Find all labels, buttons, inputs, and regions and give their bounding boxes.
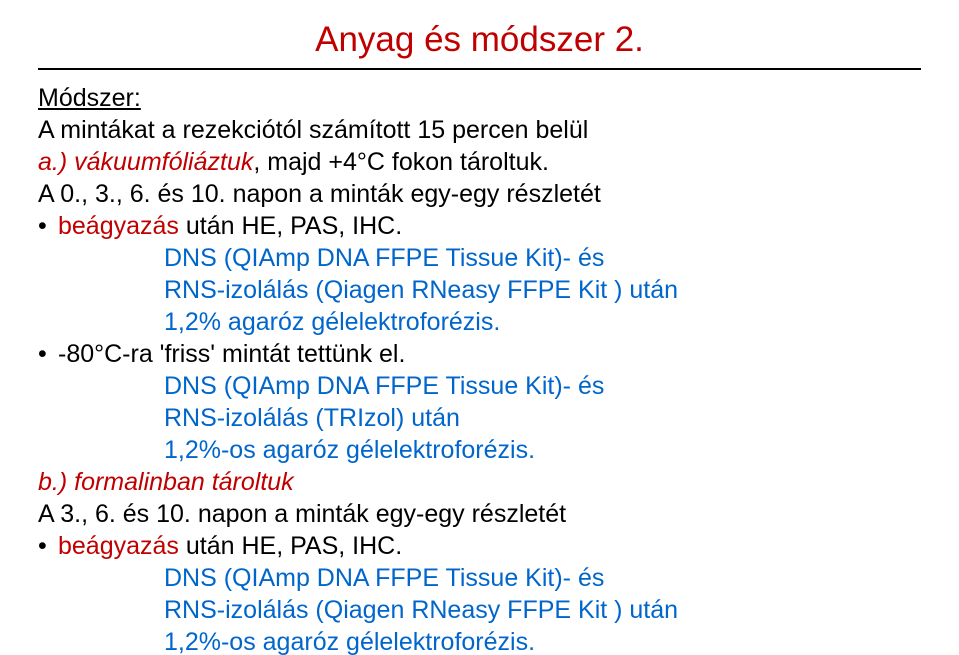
- method-a-rest: , majd +4°C fokon tároltuk.: [253, 148, 549, 176]
- sub-line: DNS (QIAmp DNA FFPE Tissue Kit)- és: [164, 242, 921, 274]
- paragraph-line: a.) vákuumfóliáztuk, majd +4°C fokon tár…: [38, 146, 921, 178]
- method-a-label: a.) vákuumfóliáztuk: [38, 148, 253, 176]
- sub-line: DNS (QIAmp DNA FFPE Tissue Kit)- és: [164, 562, 921, 594]
- slide: Anyag és módszer 2. Módszer: A mintákat …: [0, 0, 959, 655]
- bullet-text: beágyazás után HE, PAS, IHC.: [58, 530, 402, 562]
- bullet-highlight: beágyazás: [58, 532, 179, 560]
- sub-line: RNS-izolálás (TRIzol) után: [164, 402, 921, 434]
- bullet-text: -80°C-ra 'friss' mintát tettünk el.: [58, 338, 405, 370]
- bullet-dot-icon: •: [38, 210, 58, 242]
- bullet-item: • beágyazás után HE, PAS, IHC.: [38, 530, 921, 562]
- sub-line: RNS-izolálás (Qiagen RNeasy FFPE Kit ) u…: [164, 274, 921, 306]
- paragraph-line: A 0., 3., 6. és 10. napon a minták egy-e…: [38, 178, 921, 210]
- sub-line: 1,2% agaróz gélelektroforézis.: [164, 306, 921, 338]
- sub-line: RNS-izolálás (Qiagen RNeasy FFPE Kit ) u…: [164, 594, 921, 626]
- method-b-label: b.) formalinban tároltuk: [38, 466, 921, 498]
- title-row: Anyag és módszer 2.: [38, 20, 921, 60]
- paragraph-line: A mintákat a rezekciótól számított 15 pe…: [38, 114, 921, 146]
- bullet-highlight: beágyazás: [58, 212, 179, 240]
- sub-block: DNS (QIAmp DNA FFPE Tissue Kit)- és RNS-…: [38, 562, 921, 655]
- bullet-rest: után HE, PAS, IHC.: [179, 212, 402, 240]
- sub-line: 1,2%-os agaróz gélelektroforézis.: [164, 434, 921, 466]
- bullet-item: • -80°C-ra 'friss' mintát tettünk el.: [38, 338, 921, 370]
- bullet-dot-icon: •: [38, 530, 58, 562]
- sub-block: DNS (QIAmp DNA FFPE Tissue Kit)- és RNS-…: [38, 370, 921, 466]
- body-content: Módszer: A mintákat a rezekciótól számít…: [38, 82, 921, 655]
- sub-line: 1,2%-os agaróz gélelektroforézis.: [164, 626, 921, 655]
- bullet-rest: után HE, PAS, IHC.: [179, 532, 402, 560]
- bullet-dot-icon: •: [38, 338, 58, 370]
- bullet-item: • beágyazás után HE, PAS, IHC.: [38, 210, 921, 242]
- sub-line: DNS (QIAmp DNA FFPE Tissue Kit)- és: [164, 370, 921, 402]
- section-header: Módszer:: [38, 82, 921, 114]
- paragraph-line: A 3., 6. és 10. napon a minták egy-egy r…: [38, 498, 921, 530]
- title-underline-rule: [38, 68, 921, 70]
- bullet-text: beágyazás után HE, PAS, IHC.: [58, 210, 402, 242]
- sub-block: DNS (QIAmp DNA FFPE Tissue Kit)- és RNS-…: [38, 242, 921, 338]
- slide-title: Anyag és módszer 2.: [315, 20, 644, 59]
